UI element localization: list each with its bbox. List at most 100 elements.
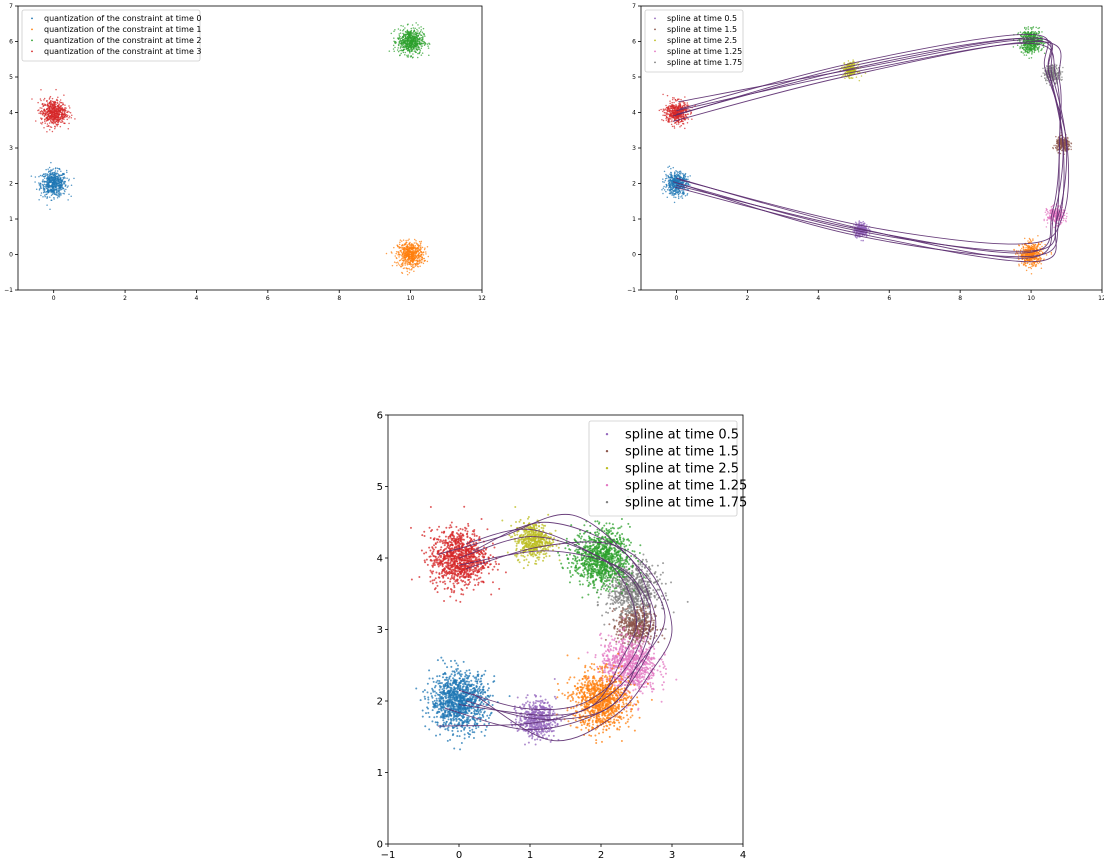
scatter-point bbox=[405, 255, 408, 258]
scatter-point bbox=[1043, 72, 1046, 75]
scatter-point bbox=[1018, 258, 1020, 260]
scatter-point bbox=[51, 97, 54, 100]
legend: quantization of the constraint at time 0… bbox=[21, 9, 202, 62]
scatter-point bbox=[411, 38, 413, 40]
scatter-point bbox=[56, 197, 59, 199]
scatter-point bbox=[57, 179, 59, 181]
scatter-point bbox=[59, 101, 61, 103]
scatter-point bbox=[847, 60, 850, 62]
scatter-point bbox=[44, 189, 46, 191]
scatter-point bbox=[58, 184, 61, 187]
scatter-point bbox=[56, 187, 58, 190]
scatter-point bbox=[411, 248, 413, 250]
x-tick-label: 0 bbox=[52, 295, 56, 302]
scatter-point bbox=[415, 39, 417, 41]
scatter-point bbox=[406, 44, 408, 46]
scatter-point bbox=[39, 98, 42, 100]
scatter-point bbox=[673, 194, 675, 197]
scatter-point bbox=[662, 187, 665, 190]
scatter-point bbox=[57, 180, 59, 183]
x-tick-label: 12 bbox=[478, 295, 486, 302]
scatter-point bbox=[414, 51, 417, 54]
scatter-point bbox=[1070, 142, 1072, 144]
scatter-point bbox=[1055, 67, 1058, 70]
scatter-point bbox=[67, 185, 69, 187]
scatter-point bbox=[675, 193, 677, 196]
scatter-point bbox=[1064, 137, 1066, 140]
scatter-point bbox=[46, 111, 48, 113]
scatter-point bbox=[419, 49, 422, 52]
scatter-point bbox=[683, 181, 685, 184]
scatter-point bbox=[401, 248, 404, 250]
scatter-point bbox=[406, 49, 409, 52]
series-points bbox=[388, 22, 431, 59]
scatter-point bbox=[52, 122, 55, 125]
scatter-point bbox=[1029, 247, 1031, 250]
scatter-point bbox=[402, 267, 405, 270]
y-tick-label: 4 bbox=[9, 110, 13, 117]
scatter-point bbox=[662, 192, 664, 195]
scatter-point bbox=[57, 195, 60, 198]
scatter-point bbox=[1063, 217, 1065, 220]
scatter-point bbox=[686, 192, 689, 195]
scatter-point bbox=[858, 220, 861, 222]
scatter-point bbox=[56, 183, 58, 186]
scatter-point bbox=[401, 245, 403, 247]
scatter-point bbox=[1025, 269, 1028, 272]
scatter-point bbox=[48, 185, 50, 188]
scatter-point bbox=[1064, 139, 1066, 141]
scatter-point bbox=[59, 181, 61, 184]
scatter-point bbox=[417, 263, 419, 265]
scatter-point bbox=[406, 55, 409, 58]
scatter-point bbox=[1063, 144, 1066, 146]
scatter-point bbox=[1032, 247, 1034, 250]
scatter-point bbox=[403, 260, 405, 262]
scatter-point bbox=[53, 184, 55, 186]
scatter-point bbox=[411, 36, 413, 39]
scatter-point bbox=[1061, 76, 1063, 78]
scatter-point bbox=[396, 264, 398, 267]
scatter-point bbox=[416, 56, 419, 59]
scatter-point bbox=[410, 30, 412, 33]
scatter-point bbox=[49, 196, 51, 198]
scatter-point bbox=[40, 117, 42, 119]
scatter-point bbox=[418, 32, 421, 34]
scatter-point bbox=[405, 39, 408, 42]
scatter-point bbox=[1049, 69, 1051, 72]
scatter-point bbox=[405, 267, 408, 269]
scatter-point bbox=[849, 71, 851, 73]
scatter-point bbox=[45, 168, 47, 171]
scatter-point bbox=[39, 182, 42, 184]
legend-entry: quantization of the constraint at time 3 bbox=[31, 47, 202, 56]
scatter-point bbox=[43, 109, 45, 112]
scatter-point bbox=[1043, 218, 1045, 221]
scatter-point bbox=[58, 178, 61, 181]
scatter-point bbox=[420, 255, 422, 257]
scatter-point bbox=[49, 174, 52, 176]
scatter-point bbox=[421, 261, 423, 263]
scatter-point bbox=[394, 29, 396, 31]
scatter-point bbox=[391, 264, 394, 267]
scatter-point bbox=[419, 265, 421, 268]
scatter-point bbox=[857, 223, 859, 225]
scatter-point bbox=[1043, 219, 1045, 222]
scatter-point bbox=[415, 22, 417, 24]
scatter-point bbox=[54, 101, 56, 104]
scatter-point bbox=[668, 177, 670, 179]
scatter-point bbox=[46, 197, 48, 199]
scatter-point bbox=[397, 50, 400, 53]
scatter-point bbox=[1049, 65, 1051, 67]
scatter-point bbox=[54, 186, 57, 188]
scatter-point bbox=[45, 190, 48, 193]
scatter-point bbox=[864, 227, 867, 229]
x-tick: 4 bbox=[195, 290, 199, 302]
scatter-point bbox=[50, 172, 52, 175]
scatter-point bbox=[409, 261, 411, 263]
scatter-point bbox=[52, 192, 54, 194]
scatter-point bbox=[1022, 264, 1025, 266]
scatter-point bbox=[66, 111, 68, 113]
scatter-point bbox=[671, 176, 673, 179]
scatter-point bbox=[682, 173, 685, 175]
scatter-point bbox=[1068, 148, 1070, 150]
scatter-point bbox=[70, 184, 73, 187]
